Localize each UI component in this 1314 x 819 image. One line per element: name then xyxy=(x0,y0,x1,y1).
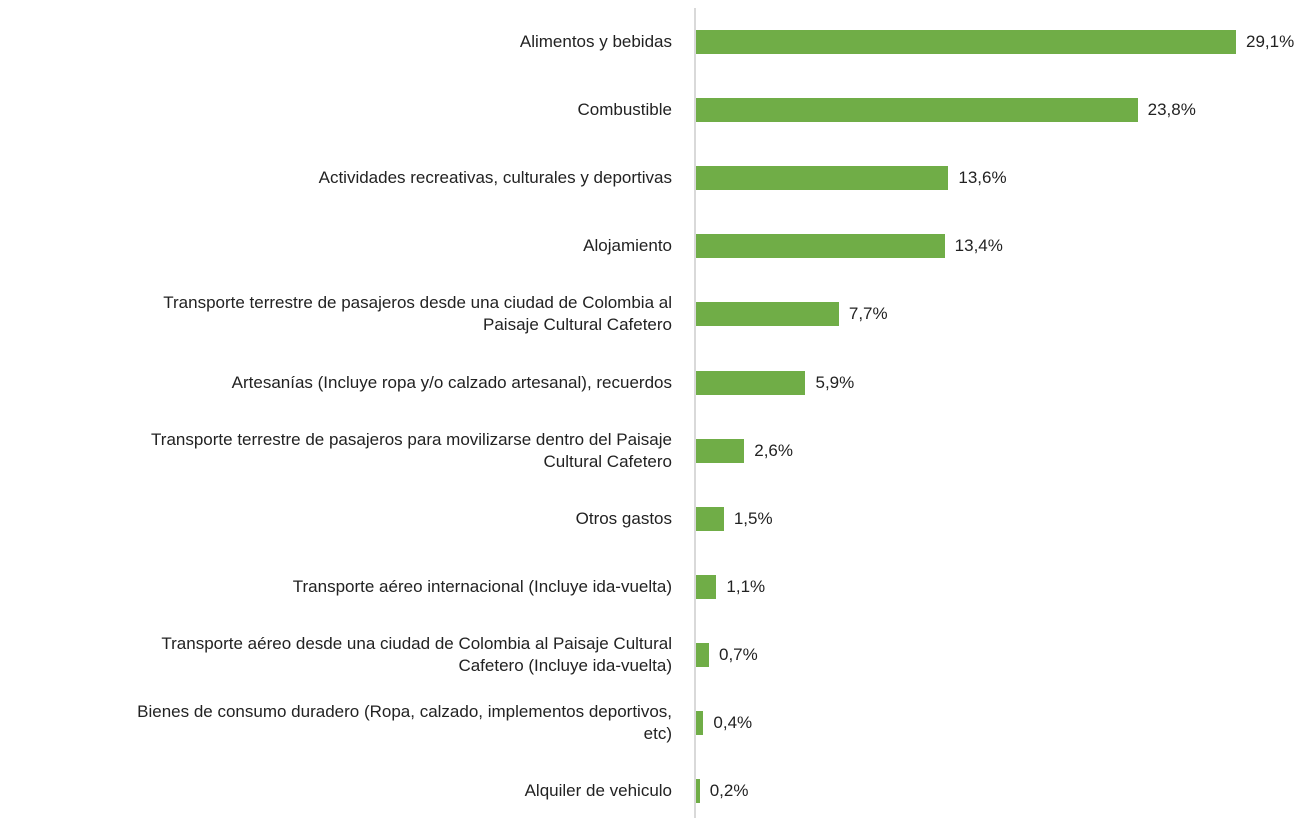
bar xyxy=(696,370,806,395)
bar xyxy=(696,302,839,327)
category-label: Transporte aéreo desde una ciudad de Col… xyxy=(161,633,672,675)
category-label: Otros gastos xyxy=(575,508,672,528)
value-label: 0,2% xyxy=(709,781,749,801)
value-label: 2,6% xyxy=(754,440,793,460)
bar xyxy=(696,506,724,531)
category-label: Artesanías (Incluye ropa y/o calzado art… xyxy=(231,372,672,392)
category-label: Combustible xyxy=(577,100,673,120)
value-label: 29,1% xyxy=(1246,32,1295,51)
value-label: 13,4% xyxy=(954,236,1003,256)
value-label: 1,1% xyxy=(726,576,766,596)
value-label: 0,4% xyxy=(713,713,753,732)
value-label: 13,6% xyxy=(958,168,1007,188)
category-label: Alojamiento xyxy=(583,236,672,256)
category-label: Transporte aéreo internacional (Incluye … xyxy=(292,576,672,596)
value-label: 0,7% xyxy=(718,644,758,664)
bar xyxy=(696,234,945,259)
value-label: 1,5% xyxy=(733,508,773,528)
bar xyxy=(696,711,704,735)
bar xyxy=(696,642,709,667)
bar xyxy=(696,30,1236,54)
axis-line xyxy=(694,8,696,818)
category-label: Alimentos y bebidas xyxy=(519,32,672,51)
bar xyxy=(696,98,1138,123)
category-label: Transporte terrestre de pasajeros para m… xyxy=(151,429,672,471)
bar xyxy=(696,779,700,804)
category-label: Alquiler de vehiculo xyxy=(524,781,672,801)
value-label: 5,9% xyxy=(815,372,855,392)
bar xyxy=(696,438,745,463)
bar xyxy=(696,574,717,599)
category-label: Actividades recreativas, culturales y de… xyxy=(318,168,672,188)
value-label: 23,8% xyxy=(1147,100,1196,120)
category-label: Bienes de consumo duradero (Ropa, calzad… xyxy=(137,702,672,743)
value-label: 7,7% xyxy=(848,304,888,324)
bar xyxy=(696,166,949,191)
category-label: Transporte terrestre de pasajeros desde … xyxy=(163,293,672,335)
